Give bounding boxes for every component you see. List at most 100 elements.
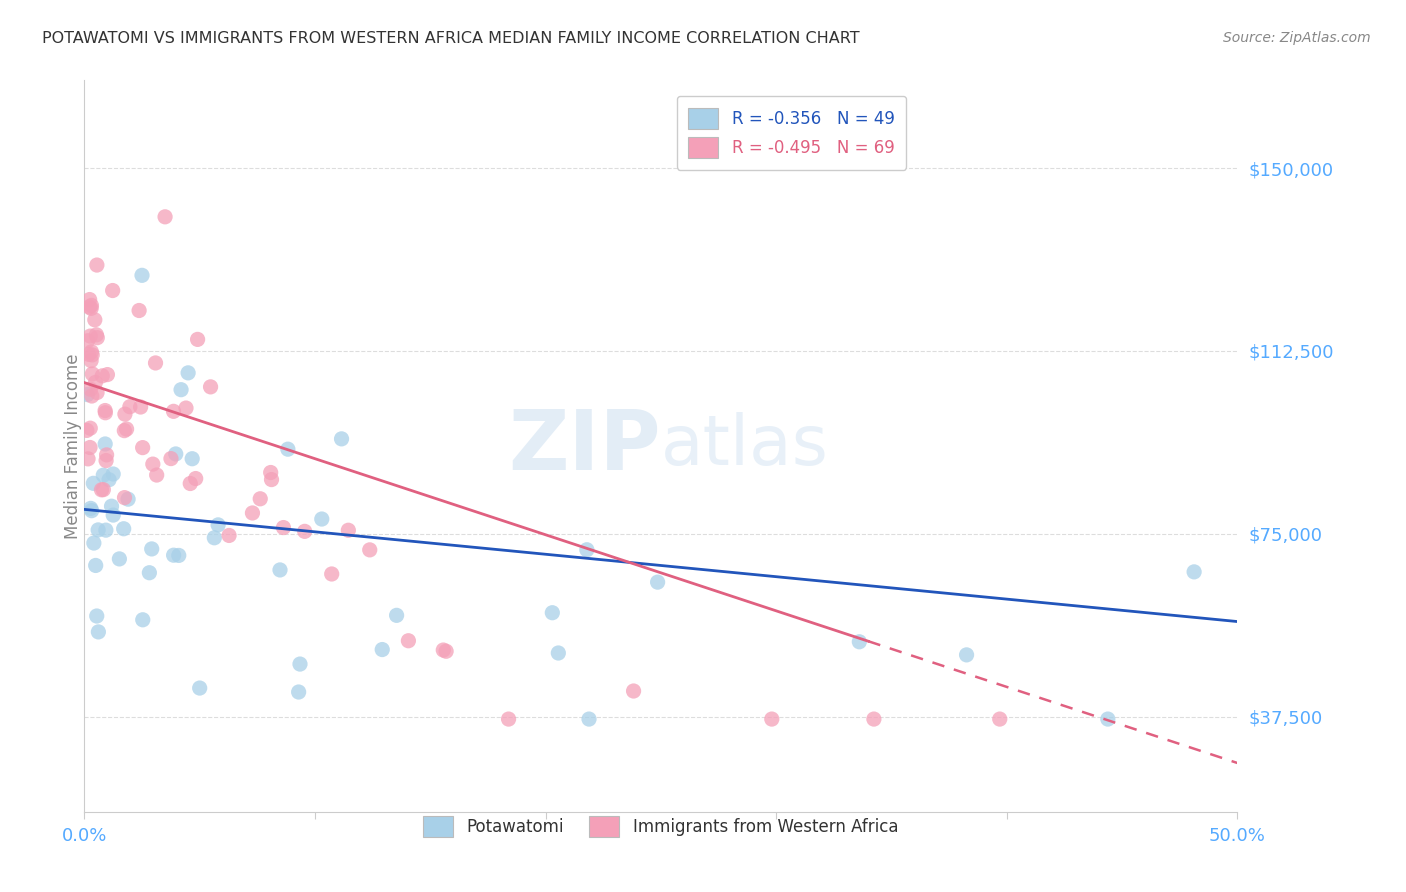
Point bbox=[76, 334, 98, 348]
Point bbox=[761, 712, 783, 726]
Point bbox=[94, 403, 117, 417]
Point bbox=[79, 441, 101, 455]
Point bbox=[115, 422, 138, 436]
Point bbox=[142, 457, 165, 471]
Point bbox=[260, 466, 283, 480]
Point bbox=[80, 501, 103, 516]
Point bbox=[162, 548, 184, 562]
Point bbox=[167, 549, 190, 563]
Legend: Potawatomi, Immigrants from Western Africa: Potawatomi, Immigrants from Western Afri… bbox=[413, 805, 908, 847]
Point bbox=[179, 476, 201, 491]
Point bbox=[80, 389, 103, 403]
Point bbox=[91, 483, 114, 497]
Point bbox=[988, 712, 1011, 726]
Point bbox=[359, 542, 381, 557]
Point bbox=[76, 387, 98, 401]
Point bbox=[138, 566, 160, 580]
Point bbox=[129, 400, 152, 414]
Point bbox=[187, 332, 209, 346]
Text: atlas: atlas bbox=[661, 412, 828, 480]
Text: POTAWATOMI VS IMMIGRANTS FROM WESTERN AFRICA MEDIAN FAMILY INCOME CORRELATION CH: POTAWATOMI VS IMMIGRANTS FROM WESTERN AF… bbox=[42, 31, 860, 46]
Point bbox=[202, 531, 225, 545]
Point bbox=[79, 300, 101, 314]
Point bbox=[80, 301, 103, 316]
Point bbox=[82, 476, 104, 491]
Point bbox=[86, 609, 108, 624]
Point bbox=[141, 541, 163, 556]
Point bbox=[541, 606, 564, 620]
Point bbox=[87, 523, 110, 537]
Point bbox=[269, 563, 291, 577]
Point bbox=[311, 512, 333, 526]
Point bbox=[82, 367, 104, 381]
Point bbox=[83, 313, 105, 327]
Point bbox=[84, 376, 107, 390]
Point bbox=[86, 258, 108, 272]
Point bbox=[91, 368, 114, 383]
Point bbox=[91, 468, 114, 483]
Point bbox=[128, 303, 150, 318]
Point bbox=[112, 522, 135, 536]
Point bbox=[79, 293, 101, 307]
Point bbox=[623, 684, 645, 698]
Point bbox=[87, 624, 110, 639]
Point bbox=[83, 536, 105, 550]
Point bbox=[385, 608, 408, 623]
Point bbox=[103, 508, 125, 522]
Point bbox=[188, 681, 211, 695]
Point bbox=[117, 492, 139, 507]
Point bbox=[288, 657, 311, 671]
Point bbox=[162, 404, 184, 418]
Point bbox=[118, 400, 141, 414]
Point bbox=[80, 353, 103, 368]
Text: Source: ZipAtlas.com: Source: ZipAtlas.com bbox=[1223, 31, 1371, 45]
Point bbox=[101, 467, 124, 481]
Point bbox=[80, 344, 103, 359]
Point bbox=[287, 685, 309, 699]
Text: ZIP: ZIP bbox=[509, 406, 661, 486]
Point bbox=[77, 451, 100, 466]
Point bbox=[294, 524, 316, 539]
Point bbox=[90, 483, 112, 497]
Point bbox=[131, 268, 153, 283]
Point bbox=[94, 406, 117, 420]
Point bbox=[432, 643, 454, 657]
Point bbox=[273, 520, 295, 534]
Point bbox=[277, 442, 299, 457]
Point bbox=[330, 432, 353, 446]
Point bbox=[82, 348, 104, 362]
Point bbox=[100, 500, 122, 514]
Y-axis label: Median Family Income: Median Family Income bbox=[65, 353, 82, 539]
Point bbox=[79, 382, 101, 396]
Point bbox=[153, 210, 176, 224]
Point bbox=[218, 528, 240, 542]
Point bbox=[108, 552, 131, 566]
Point bbox=[94, 523, 117, 537]
Point bbox=[77, 347, 100, 361]
Point bbox=[863, 712, 886, 726]
Point bbox=[955, 648, 977, 662]
Point bbox=[86, 327, 108, 342]
Point bbox=[184, 471, 207, 485]
Point bbox=[578, 712, 600, 726]
Point bbox=[80, 503, 103, 517]
Point bbox=[132, 613, 155, 627]
Point bbox=[1097, 712, 1119, 726]
Point bbox=[575, 542, 598, 557]
Point bbox=[170, 383, 193, 397]
Point bbox=[86, 331, 108, 345]
Point bbox=[498, 712, 520, 726]
Point bbox=[1182, 565, 1205, 579]
Point bbox=[114, 407, 136, 421]
Point bbox=[76, 424, 98, 438]
Point bbox=[174, 401, 197, 415]
Point bbox=[96, 368, 118, 382]
Point bbox=[84, 558, 107, 573]
Point bbox=[98, 473, 121, 487]
Point bbox=[207, 517, 229, 532]
Point bbox=[79, 421, 101, 435]
Point bbox=[181, 451, 204, 466]
Point bbox=[396, 633, 419, 648]
Point bbox=[434, 644, 457, 658]
Point bbox=[177, 366, 200, 380]
